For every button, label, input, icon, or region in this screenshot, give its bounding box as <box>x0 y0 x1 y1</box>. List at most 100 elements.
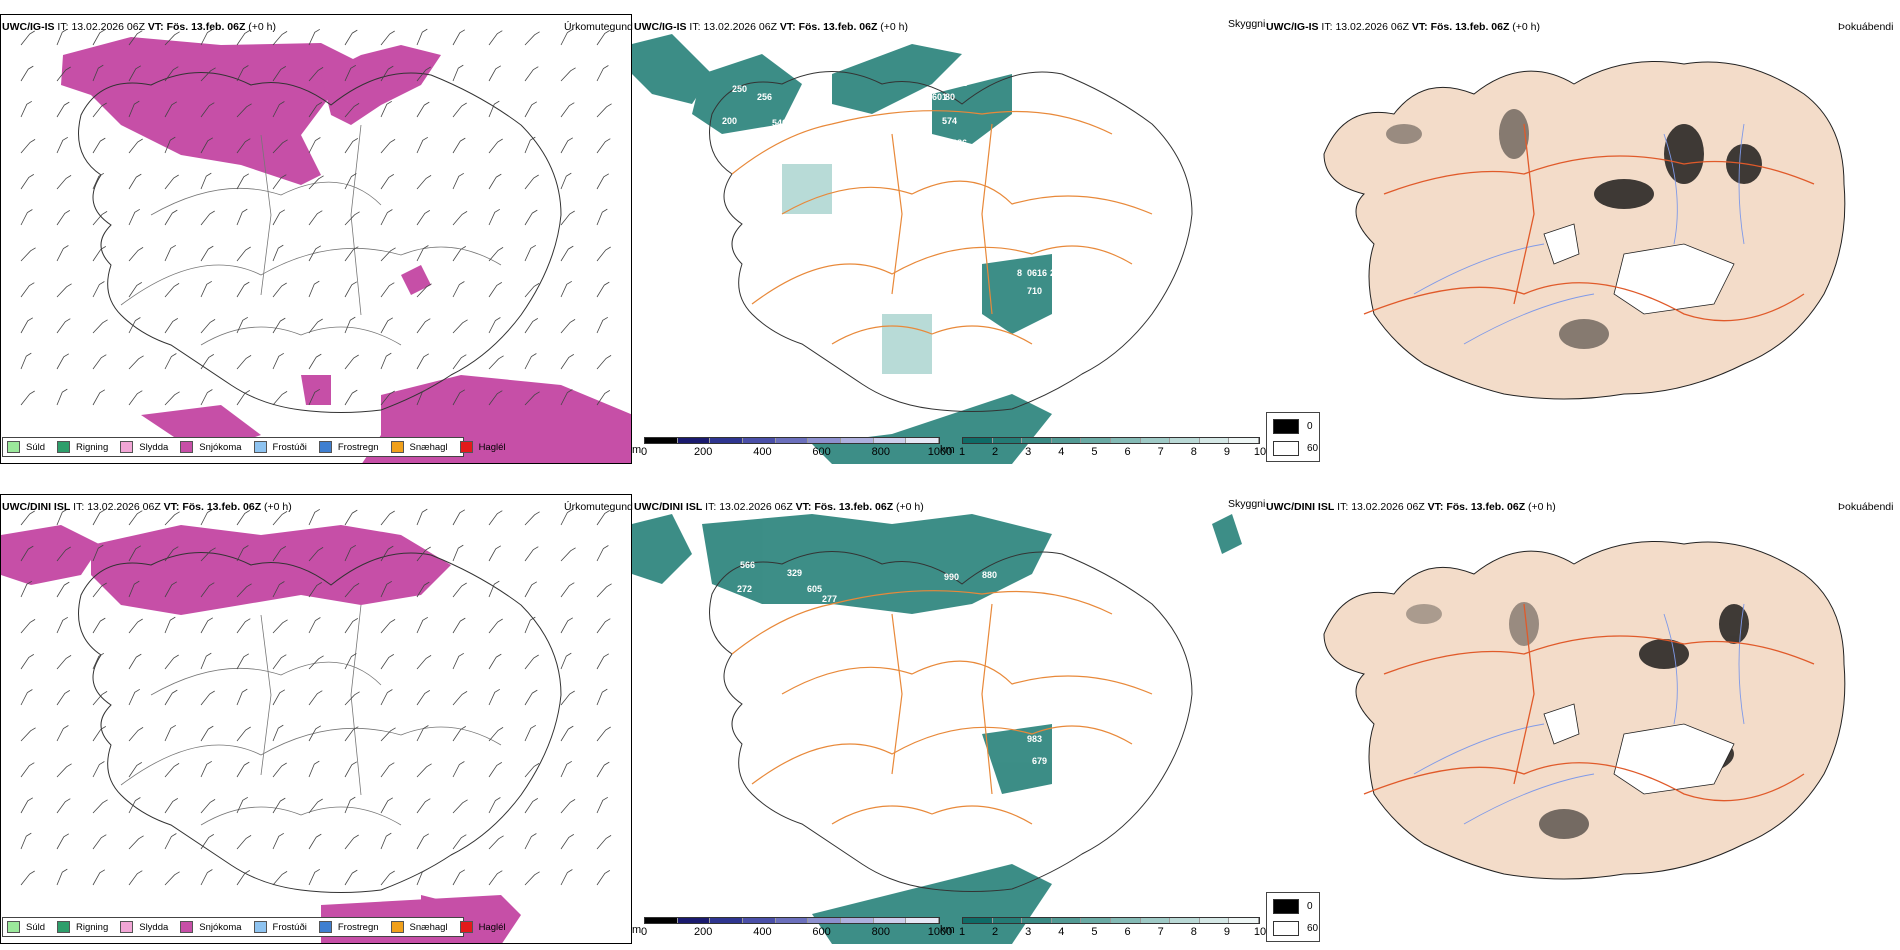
wind-barb <box>488 208 501 226</box>
colorbar-segment <box>743 918 776 923</box>
legend-item: Frostregn <box>318 441 379 453</box>
wind-barb <box>560 652 572 670</box>
wind-barb <box>524 353 537 370</box>
colorbar-segment <box>645 918 678 923</box>
wind-barb <box>596 796 609 814</box>
colorbar-tick-label: 3 <box>1025 926 1032 938</box>
wind-barb <box>128 317 141 334</box>
wind-barb <box>488 510 503 526</box>
wind-barb <box>128 173 142 190</box>
colorbar-segment <box>808 918 842 923</box>
visibility-value-label: 679 <box>1032 756 1047 766</box>
wind-barb <box>92 319 108 334</box>
wind-barb <box>416 655 432 670</box>
wind-barb <box>272 174 287 190</box>
legend-item: Haglél <box>459 441 506 453</box>
legend-item: Haglél <box>459 921 506 933</box>
wind-barb <box>596 30 611 46</box>
wind-barb <box>128 727 144 742</box>
wind-barb <box>380 797 394 814</box>
colorbar-segment <box>775 438 809 443</box>
visibility-value-label: 540 <box>772 118 787 128</box>
wind-barb <box>452 544 464 562</box>
wind-barb <box>56 508 68 526</box>
roads <box>120 604 502 826</box>
header-row2-visibility: UWC/DINI ISL IT: 13.02.2026 06Z VT: Fös.… <box>634 501 924 513</box>
colorbar-tick-label: 600 <box>812 926 831 938</box>
wind-barb <box>380 580 393 598</box>
snow-areas <box>61 37 631 463</box>
wind-barb <box>128 545 142 562</box>
wind-barb <box>236 316 249 334</box>
wind-barb <box>596 726 611 742</box>
wind-barb <box>524 654 539 670</box>
wind-barb <box>560 389 573 406</box>
wind-barb <box>524 136 536 154</box>
wind-barb <box>128 870 143 886</box>
wind-barb <box>92 834 107 850</box>
wind-barb <box>164 31 180 46</box>
wind-barb <box>560 582 575 598</box>
wind-barb <box>416 318 431 334</box>
wind-barb <box>560 319 576 334</box>
colorbar-tick-label: 8 <box>1190 926 1197 938</box>
fog-map-row1 <box>1323 61 1846 400</box>
colorbar-tick-label: 9 <box>1223 446 1230 458</box>
wind-barb <box>524 581 538 598</box>
wind-barb <box>524 763 540 778</box>
wind-barb <box>56 388 68 406</box>
precip-panel-row2 <box>0 494 632 944</box>
wind-barb <box>200 67 216 82</box>
colorbar-segment <box>1170 438 1200 443</box>
wind-barb <box>344 389 358 406</box>
wind-barb <box>380 510 395 526</box>
wind-barb <box>236 246 251 262</box>
wind-barb <box>236 618 251 634</box>
wind-barb <box>416 616 429 634</box>
wind-barb <box>56 763 72 778</box>
wind-barb <box>236 545 249 562</box>
wind-barb <box>236 103 252 118</box>
visibility-value-label: 256 <box>757 92 772 102</box>
wind-barb <box>272 244 284 262</box>
colorbar-segment <box>1051 918 1082 923</box>
wind-barb <box>452 617 466 634</box>
wind-barb <box>272 654 287 670</box>
wind-barb <box>56 690 71 706</box>
wind-barb <box>200 799 216 814</box>
wind-barb <box>56 210 71 226</box>
wind-barb <box>200 582 215 598</box>
wind-barb <box>128 510 143 526</box>
wind-barb <box>236 870 251 886</box>
colorbar-segment <box>992 438 1023 443</box>
precip-map-row1 <box>20 28 631 463</box>
colorbar-segment <box>1140 918 1171 923</box>
colorbar-segment <box>1081 918 1111 923</box>
wind-barb <box>596 688 608 706</box>
legend-item: Súld <box>7 921 45 933</box>
visibility-value-label: 366 <box>772 610 787 620</box>
wind-barb <box>20 510 35 526</box>
wind-barb <box>488 870 503 886</box>
visibility-value-label: 200 <box>722 116 737 126</box>
wind-barb <box>380 317 394 334</box>
wind-barb <box>488 653 502 670</box>
wind-barb <box>92 211 108 226</box>
height-colorbar-row2: m 0 200 400 600 800 1000 <box>632 917 952 942</box>
wind-barb <box>20 654 35 670</box>
wind-barb <box>92 509 106 526</box>
wind-barb <box>56 798 71 814</box>
wind-barb <box>164 654 179 670</box>
wind-barb <box>308 508 321 526</box>
wind-barb <box>200 29 213 46</box>
wind-barb <box>344 281 358 298</box>
wind-barb <box>344 796 356 814</box>
colorbar-segment <box>963 438 993 443</box>
wind-barb <box>56 725 69 742</box>
visibility-value-label: 272 <box>737 584 752 594</box>
glaciers <box>1543 223 1735 315</box>
visibility-value-label: 601 <box>932 92 947 102</box>
wind-barb <box>308 833 322 850</box>
visibility-value-label: 990 <box>944 572 959 582</box>
